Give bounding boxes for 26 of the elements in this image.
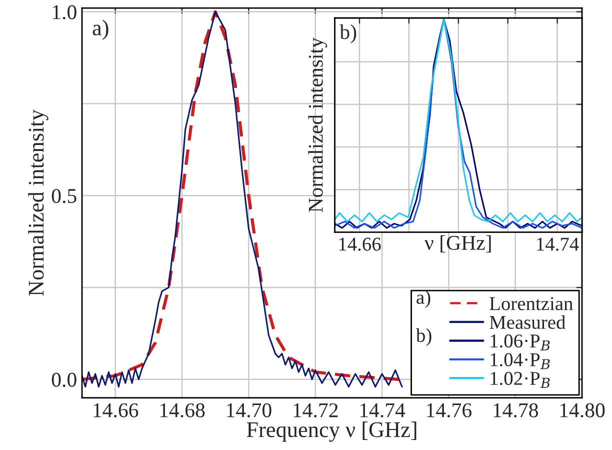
x-tick-label: 14.78 [494,403,538,418]
legend-label: 1.02·P$_{B}$ [490,372,550,388]
x-axis-title: ν [GHz] [424,235,491,252]
annotation: a) [92,20,108,40]
x-tick-label: 14.66 [339,238,381,251]
x-tick-label: 14.80 [560,403,605,418]
legend-label: Lorentzian [490,297,573,310]
x-tick-label: 14.66 [94,403,138,418]
annotation: b) [340,24,356,44]
legend-title: b) [416,328,432,346]
y-tick-label: 0.5 [52,188,76,204]
x-axis-title: Frequency ν [GHz] [246,422,416,442]
x-tick-label: 14.70 [227,403,272,418]
x-tick-label: 14.76 [427,403,472,418]
y-axis-title: Normalized intensity [308,38,328,212]
x-tick-label: 14.72 [294,403,338,418]
y-tick-label: 0.0 [52,372,76,387]
y-axis-title: Normalized intensity [28,110,48,296]
x-tick-label: 14.68 [160,403,205,418]
x-tick-label: 14.74 [360,403,406,418]
legend-label: 1.04·P$_{B}$ [490,353,550,370]
y-tick-label: 1.0 [52,5,76,20]
legend-label: Measured [490,315,566,329]
x-tick-label: 14.74 [537,238,579,251]
legend-label: 1.06·P$_{B}$ [490,334,550,350]
legend-title: a) [416,290,430,308]
